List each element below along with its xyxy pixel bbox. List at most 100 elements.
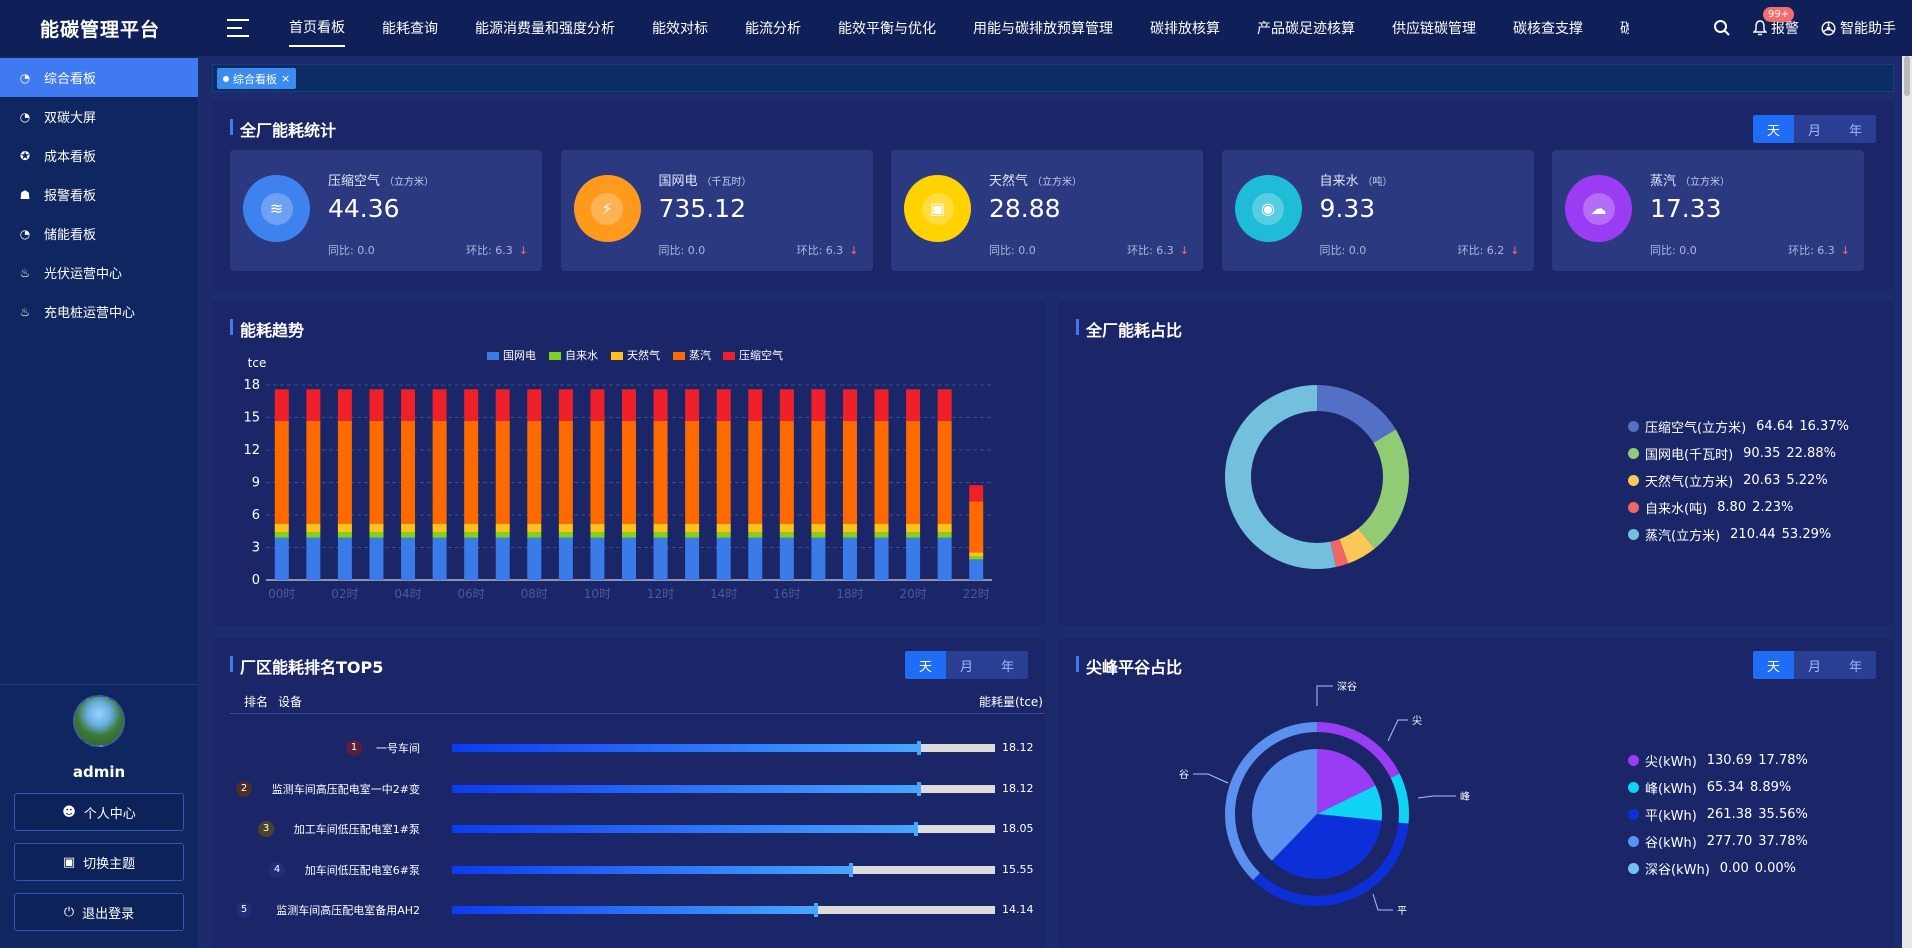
period-year[interactable]: 年 [987, 651, 1028, 679]
bar-segment [811, 420, 826, 524]
bar-segment [906, 523, 921, 533]
profile-button[interactable]: ☻ 个人中心 [14, 793, 184, 831]
callout-label: 谷 [1179, 769, 1189, 781]
legend-percent: 0.00% [1754, 861, 1797, 876]
sidebar-item-2[interactable]: ✪ 成本看板 [0, 136, 198, 175]
search-icon[interactable] [1713, 19, 1731, 37]
sidebar-item-5[interactable]: ♨ 光伏运营中心 [0, 253, 198, 292]
sidebar-item-4[interactable]: ◔ 储能看板 [0, 214, 198, 253]
nav-item-10[interactable]: 碳核查支撑 [1513, 21, 1583, 37]
sidebar-item-1[interactable]: ◔ 双碳大屏 [0, 97, 198, 136]
x-tick-label: 20时 [899, 587, 926, 601]
avatar[interactable] [73, 695, 125, 747]
menu-toggle-icon[interactable] [227, 19, 249, 37]
bar-segment [842, 532, 857, 538]
stat-card-0[interactable]: ≋ 压缩空气 （立方米） 44.36 同比: 0.0 环比: 6.3 ↓ [230, 150, 542, 271]
peak-legend-item[interactable]: 深谷(kWh) 0.00 0.00% [1628, 859, 1796, 878]
nav-item-6[interactable]: 用能与碳排放预算管理 [973, 21, 1113, 37]
switch-theme-button[interactable]: ▣ 切换主题 [14, 843, 184, 881]
bar-segment [590, 523, 605, 533]
share-legend-item[interactable]: 蒸汽(立方米) 210.44 53.29% [1628, 525, 1831, 544]
bar-segment [369, 532, 384, 538]
bar-segment [685, 389, 700, 421]
share-legend-item[interactable]: 天然气(立方米) 20.63 5.22% [1628, 471, 1828, 490]
scrollbar-thumb[interactable] [1904, 56, 1910, 96]
peak-legend-item[interactable]: 尖(kWh) 130.69 17.78% [1628, 751, 1808, 770]
bar-segment [906, 389, 921, 421]
arrow-down-icon: ↓ [518, 244, 528, 257]
callout-line [1316, 685, 1333, 706]
stat-card-4[interactable]: ☁ 蒸汽 （立方米） 17.33 同比: 0.0 环比: 6.3 ↓ [1552, 150, 1864, 271]
rank-row[interactable]: 2 监测车间高压配电室一中2#变 18.12 [230, 779, 1045, 799]
tab-dashboard[interactable]: 综合看板 × [217, 68, 297, 89]
rank-row[interactable]: 5 监测车间高压配电室备用AH2 14.14 [230, 900, 1045, 920]
nav-item-9[interactable]: 供应链碳管理 [1392, 21, 1476, 37]
assistant-button[interactable]: 智能助手 [1821, 18, 1896, 38]
peak-title: 尖峰平谷占比 [1076, 654, 1182, 678]
bar-segment [937, 523, 952, 533]
bar-segment [274, 537, 289, 580]
bar-segment [685, 420, 700, 524]
sidebar-item-0[interactable]: ◔ 综合看板 [0, 58, 198, 97]
nav-item-1[interactable]: 能耗查询 [382, 21, 438, 37]
stat-card-3[interactable]: ◉ 自来水 （吨） 9.33 同比: 0.0 环比: 6.2 ↓ [1221, 150, 1534, 271]
legend-value: 8.80 [1717, 500, 1747, 515]
peak-legend-item[interactable]: 平(kWh) 261.38 35.56% [1628, 805, 1808, 824]
stat-card-2[interactable]: ▣ 天然气 （立方米） 28.88 同比: 0.0 环比: 6.3 ↓ [891, 150, 1203, 271]
period-month[interactable]: 月 [946, 651, 987, 679]
bar-segment [558, 523, 573, 533]
share-title: 全厂能耗占比 [1076, 317, 1182, 341]
power-icon: ⚡ [591, 192, 623, 225]
tab-close-icon[interactable]: × [281, 72, 291, 85]
share-panel: 全厂能耗占比 压缩空气(立方米) 64.64 16.37% 国网电(千瓦时) 90.35… [1058, 301, 1894, 626]
share-legend-item[interactable]: 自来水(吨) 8.80 2.23% [1628, 498, 1793, 517]
nav-item-7[interactable]: 碳排放核算 [1150, 21, 1220, 37]
period-year[interactable]: 年 [1835, 115, 1876, 143]
stat-unit-text: （立方米） [1032, 177, 1083, 188]
bar-segment [748, 420, 763, 524]
nav-item-5[interactable]: 能效平衡与优化 [838, 21, 936, 37]
share-legend-item[interactable]: 国网电(千瓦时) 90.35 22.88% [1628, 444, 1836, 463]
alarm-button[interactable]: 99+ 报警 [1753, 7, 1799, 38]
period-year[interactable]: 年 [1835, 651, 1876, 679]
nav-item-0[interactable]: 首页看板 [289, 9, 345, 47]
period-day[interactable]: 天 [1753, 651, 1794, 679]
period-day[interactable]: 天 [905, 651, 946, 679]
bar-segment [969, 485, 984, 502]
rank-row[interactable]: 1 一号车间 18.12 [230, 738, 1045, 758]
trend-panel: 能耗趋势 tce 0 3 6 9 12 15 18 00时 02时 04时 06时 08时 10时 12时 1… [212, 301, 1046, 626]
peak-legend-item[interactable]: 谷(kWh) 277.70 37.78% [1628, 832, 1808, 851]
stats-panel: 全厂能耗统计 天 月 年 ≋ 压缩空气 （立方米） 44.36 同比: 0.0 环比: 6… [212, 101, 1894, 289]
rank-bar-fill [452, 741, 921, 755]
cost-icon: ✪ [19, 148, 31, 163]
nav-item-2[interactable]: 能源消费量和强度分析 [475, 21, 615, 37]
peak-legend-item[interactable]: 峰(kWh) 65.34 8.89% [1628, 778, 1791, 797]
period-month[interactable]: 月 [1794, 115, 1835, 143]
sidebar-item-6[interactable]: ♨ 充电桩运营中心 [0, 292, 198, 331]
period-day[interactable]: 天 [1753, 115, 1794, 143]
legend-dot [1628, 529, 1639, 540]
legend-dot [1628, 755, 1639, 766]
stat-card-1[interactable]: ⚡ 国网电 （千瓦时） 735.12 同比: 0.0 环比: 6.3 ↓ [560, 150, 873, 271]
sidebar-item-3[interactable]: ☗ 报警看板 [0, 175, 198, 214]
stat-card-badge: ▣ [905, 176, 970, 241]
bar-segment [432, 537, 447, 580]
rank-row[interactable]: 3 加工车间低压配电室1#泵 18.05 [230, 819, 1045, 839]
nav-item-11[interactable]: 碳彩 [1620, 21, 1629, 37]
bar-segment [906, 420, 921, 524]
nav-item-3[interactable]: 能效对标 [652, 21, 708, 37]
rank-row[interactable]: 4 加车间低压配电室6#泵 15.55 [230, 860, 1045, 880]
share-legend-item[interactable]: 压缩空气(立方米) 64.64 16.37% [1628, 417, 1849, 436]
nav-item-4[interactable]: 能流分析 [745, 21, 801, 37]
legend-swatch [487, 352, 499, 360]
bar-segment [653, 420, 668, 524]
period-month[interactable]: 月 [1794, 651, 1835, 679]
nav-item-8[interactable]: 产品碳足迹核算 [1257, 21, 1355, 37]
bar-segment [401, 389, 416, 421]
dashboard-icon: ◔ [19, 109, 31, 124]
bar-segment [937, 420, 952, 524]
rank-device-name: 监测车间高压配电室一中2#变 [271, 782, 420, 796]
x-tick-label: 00时 [268, 587, 295, 601]
page-scrollbar[interactable] [1902, 56, 1912, 948]
logout-button[interactable]: ⏻ 退出登录 [14, 893, 184, 931]
